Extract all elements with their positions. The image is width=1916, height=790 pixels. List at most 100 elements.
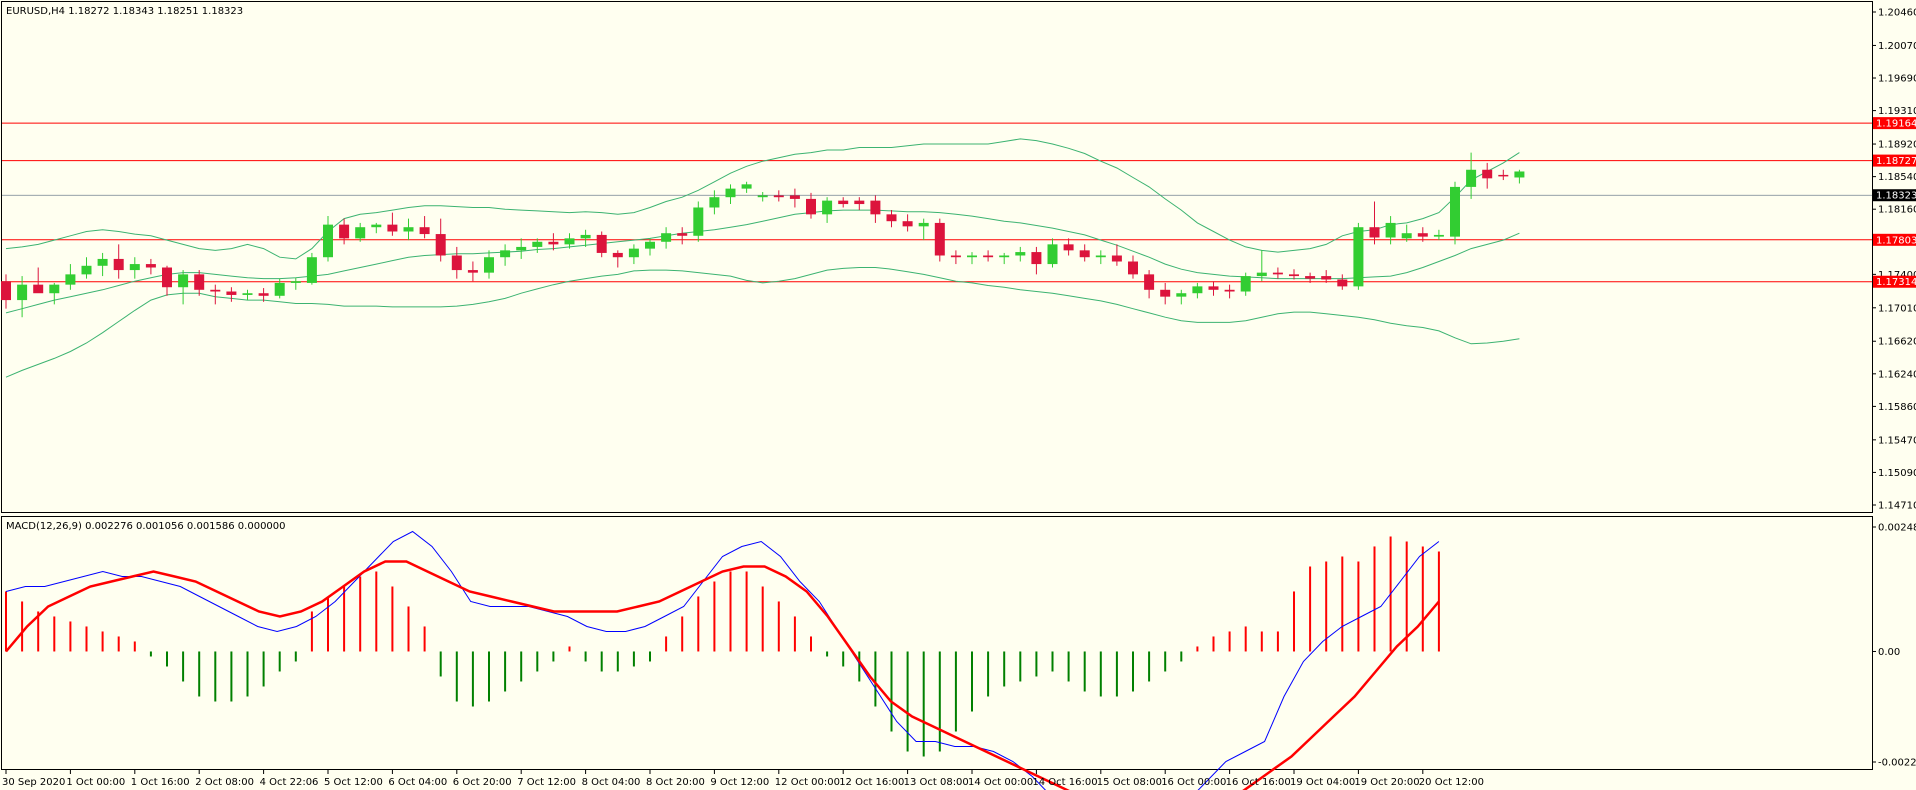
bull-candle xyxy=(725,188,736,198)
bull-candle xyxy=(403,227,414,232)
time-axis-label: 6 Oct 04:00 xyxy=(388,777,447,788)
bear-candle xyxy=(33,284,44,294)
bull-candle xyxy=(1192,286,1203,294)
bull-candle xyxy=(242,293,253,295)
time-axis-label: 8 Oct 20:00 xyxy=(646,777,705,788)
bollinger-upper-line xyxy=(5,138,1520,260)
bull-candle xyxy=(290,281,301,283)
bull-candle xyxy=(1353,227,1364,287)
bull-candle xyxy=(628,248,639,258)
bull-candle xyxy=(1176,293,1187,297)
bear-candle xyxy=(983,255,994,258)
bear-candle xyxy=(113,258,124,271)
bear-candle xyxy=(451,255,462,271)
bull-candle xyxy=(1466,169,1477,187)
time-axis-label: 14 Oct 16:00 xyxy=(1032,777,1097,788)
bear-candle xyxy=(145,264,156,268)
bull-candle xyxy=(323,224,333,258)
bear-candle xyxy=(1482,169,1493,179)
bull-candle xyxy=(17,284,28,301)
bull-candle xyxy=(274,282,285,296)
price-axis-tick-label: 1.19690 xyxy=(1878,74,1916,85)
macd-axis-tick-label: -0.00221 xyxy=(1878,758,1916,769)
bull-candle xyxy=(65,274,76,285)
price-axis-tick-label: 1.15860 xyxy=(1878,402,1916,413)
price-axis-tick-label: 1.16240 xyxy=(1878,369,1916,380)
time-axis-label: 30 Sep 2020 xyxy=(2,777,65,788)
bear-candle xyxy=(226,291,237,295)
bull-candle xyxy=(1095,255,1106,258)
bull-candle xyxy=(741,184,752,189)
bear-candle xyxy=(1208,286,1219,290)
level-label: 1.18727 xyxy=(1876,156,1916,167)
price-axis-tick-label: 1.15090 xyxy=(1878,468,1916,479)
bear-candle xyxy=(210,289,221,292)
bull-candle xyxy=(1385,222,1396,238)
bear-candle xyxy=(162,267,172,288)
bear-candle xyxy=(387,224,398,232)
bull-candle xyxy=(178,274,189,288)
bull-candle xyxy=(97,258,108,266)
price-axis-tick-label: 1.17010 xyxy=(1878,303,1916,314)
signal-line xyxy=(5,560,1440,790)
price-axis-tick-label: 1.20070 xyxy=(1878,41,1916,52)
level-label: 1.17803 xyxy=(1876,235,1916,246)
time-axis-label: 12 Oct 00:00 xyxy=(775,777,840,788)
bull-candle xyxy=(661,233,672,242)
bear-candle xyxy=(1160,289,1171,297)
bear-candle xyxy=(1417,233,1428,237)
level-label: 1.19164 xyxy=(1876,119,1916,130)
bull-candle xyxy=(532,241,543,247)
time-axis-label: 16 Oct 16:00 xyxy=(1226,777,1291,788)
bull-candle xyxy=(645,241,655,249)
price-axis-tick-label: 1.15470 xyxy=(1878,435,1916,446)
bid-label-box xyxy=(1873,189,1916,202)
bull-candle xyxy=(1047,244,1058,265)
bear-candle xyxy=(1,281,11,301)
bear-candle xyxy=(677,233,688,236)
axis-layer: 1.20460 1.20070 1.19690 1.19310 1.18920 1.185… xyxy=(2,8,1916,788)
time-axis-label: 1 Oct 16:00 xyxy=(131,777,190,788)
bull-candle xyxy=(484,257,494,273)
bull-candle xyxy=(999,255,1010,258)
bear-candle xyxy=(1272,272,1283,275)
bull-candle xyxy=(371,224,382,228)
bear-candle xyxy=(1144,274,1155,290)
price-layer xyxy=(1,122,1872,378)
bull-candle xyxy=(1450,186,1460,237)
bear-candle xyxy=(339,224,350,239)
bear-candle xyxy=(612,252,623,258)
time-axis-label: 16 Oct 00:00 xyxy=(1161,777,1226,788)
bear-candle xyxy=(548,241,559,245)
bull-candle xyxy=(1514,171,1525,178)
bear-candle xyxy=(806,198,816,215)
bid-label: 1.18323 xyxy=(1876,191,1916,202)
bear-candle xyxy=(1369,227,1380,238)
bear-candle xyxy=(435,234,446,256)
bull-candle xyxy=(1256,272,1267,277)
time-axis-label: 8 Oct 04:00 xyxy=(582,777,641,788)
level-label-box xyxy=(1873,233,1916,246)
macd-header: MACD(12,26,9) 0.002276 0.001056 0.001586… xyxy=(6,521,286,532)
bear-candle xyxy=(1305,276,1316,279)
time-axis-label: 14 Oct 00:00 xyxy=(968,777,1033,788)
bear-candle xyxy=(1111,255,1122,262)
price-axis-tick-label: 1.18920 xyxy=(1878,140,1916,151)
time-axis-label: 5 Oct 12:00 xyxy=(324,777,383,788)
price-axis-tick-label: 1.14710 xyxy=(1878,501,1916,512)
bull-candle xyxy=(580,234,591,239)
price-axis-tick-label: 1.18540 xyxy=(1878,172,1916,183)
bull-candle xyxy=(967,255,977,258)
time-axis-label: 4 Oct 22:06 xyxy=(260,777,319,788)
bear-candle xyxy=(419,227,430,235)
bear-candle xyxy=(1289,274,1299,277)
price-panel[interactable] xyxy=(1,1,1873,513)
bear-candle xyxy=(789,195,800,199)
bear-candle xyxy=(1128,261,1138,275)
bear-candle xyxy=(950,255,961,258)
time-axis-label: 20 Oct 12:00 xyxy=(1419,777,1484,788)
macd-panel[interactable] xyxy=(1,516,1873,770)
bull-candle xyxy=(516,246,527,251)
bear-candle xyxy=(1063,244,1074,251)
